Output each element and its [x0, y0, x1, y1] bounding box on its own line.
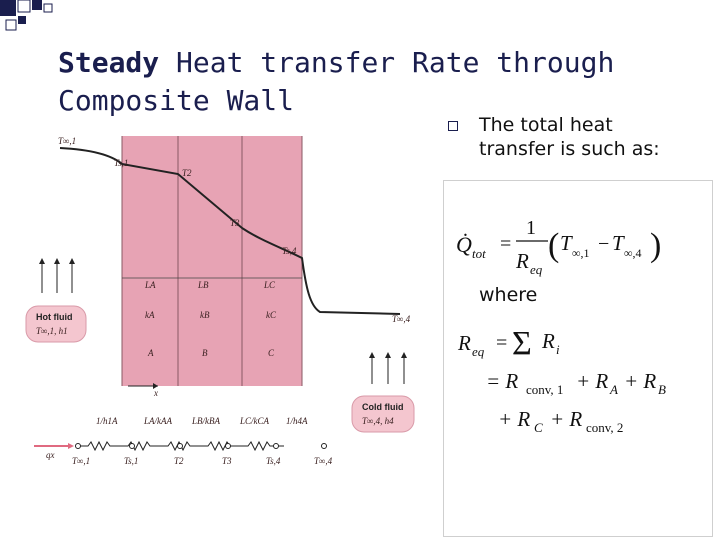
label-tinf4: T∞,4 — [392, 314, 411, 324]
eq2-req-sub: eq — [472, 344, 485, 359]
layer-b: B — [202, 348, 208, 358]
node-ts1: Ts,1 — [124, 456, 138, 466]
length-lc: LC — [263, 280, 276, 290]
eq2-rconv2: + R — [550, 407, 582, 431]
bullet-line1: The total heat — [479, 114, 613, 136]
cond-ka: kA — [145, 310, 155, 320]
where-label: where — [479, 284, 538, 306]
eq2-ri: R — [541, 329, 555, 353]
layer-a: A — [147, 348, 154, 358]
hot-fluid-sub: T∞,1, h1 — [36, 326, 68, 336]
label-ts1: Ts,1 — [114, 158, 128, 168]
length-lb: LB — [197, 280, 209, 290]
eq2-rc: + R — [498, 407, 530, 431]
res-4: LC/kCA — [239, 416, 270, 426]
eq2-rb: + R — [624, 369, 656, 393]
cond-kc: kC — [266, 310, 277, 320]
x-axis-label: x — [153, 388, 158, 398]
eq-t1: T — [560, 231, 573, 255]
label-t2: T2 — [182, 168, 192, 178]
eq-t4-sub: ∞,4 — [624, 246, 642, 260]
node-t3: T3 — [222, 456, 232, 466]
length-la: LA — [144, 280, 156, 290]
eq2-rconv1-sub: conv, 1 — [526, 382, 563, 397]
eq-q-sub: tot — [472, 246, 486, 261]
bullet-text: The total heat transfer is such as: — [479, 113, 660, 161]
corner-squares-icon — [0, 0, 53, 31]
title-bold-word: Steady — [58, 46, 160, 79]
label-tinf1: T∞,1 — [58, 136, 76, 146]
cond-kb: kB — [200, 310, 210, 320]
eq-one: 1 — [526, 217, 536, 239]
eq-t4: T — [612, 231, 625, 255]
node-tinf1: T∞,1 — [72, 456, 90, 466]
equation-frame — [443, 180, 713, 537]
hot-fluid-label: Hot fluid — [36, 312, 73, 322]
eq2-rb-sub: B — [658, 382, 666, 397]
wall-region — [122, 136, 302, 386]
eq-r-sub: eq — [530, 262, 543, 277]
composite-wall-figure: T∞,1 Ts,1 T2 T3 Ts,4 T∞,4 LA LB LC kA kB… — [20, 128, 420, 473]
res-1: 1/h1A — [96, 416, 118, 426]
square-bullet-icon — [448, 121, 458, 131]
eq2-sum: Σ — [512, 325, 532, 362]
eq2-rconv2-sub: conv, 2 — [586, 420, 623, 435]
eq2-rc-sub: C — [534, 420, 543, 435]
slide-title: Steady Heat transfer Rate through Compos… — [58, 44, 614, 120]
title-line2: Composite Wall — [58, 84, 295, 117]
eq-paren-open: ( — [548, 227, 559, 264]
total-heat-equation: Q̇ tot = 1 R eq ( T ∞,1 − T ∞,4 ) — [456, 217, 661, 277]
eq2-rconv1: = R — [486, 369, 518, 393]
cold-fluid-sub: T∞,4, h4 — [362, 416, 394, 426]
temperature-profile — [59, 147, 401, 315]
res-5: 1/h4A — [286, 416, 308, 426]
node-tinf4: T∞,4 — [314, 456, 333, 466]
node-t2: T2 — [174, 456, 184, 466]
eq2-ri-sub: i — [556, 342, 560, 357]
bullet-line2: transfer is such as: — [479, 138, 660, 160]
hot-fluid-box — [25, 305, 87, 343]
equivalent-resistance-equation: R eq = Σ R i = R conv, 1 + R A + R B + R… — [457, 325, 666, 435]
node-ts4: Ts,4 — [266, 456, 281, 466]
eq-r: R — [515, 249, 529, 273]
eq-t1-sub: ∞,1 — [572, 246, 590, 260]
layer-c: C — [268, 348, 275, 358]
label-t3: T3 — [230, 218, 240, 228]
eq-minus: − — [598, 233, 609, 255]
cold-fluid-box — [351, 395, 415, 433]
heat-flow-label: qx — [46, 450, 55, 460]
eq2-ra-sub: A — [609, 382, 618, 397]
res-3: LB/kBA — [191, 416, 220, 426]
label-ts4: Ts,4 — [282, 246, 297, 256]
eq2-req: R — [457, 331, 471, 355]
res-2: LA/kAA — [143, 416, 172, 426]
resistance-circuit — [78, 440, 284, 452]
cold-fluid-label: Cold fluid — [362, 402, 404, 412]
eq-paren-close: ) — [650, 227, 661, 264]
eq-equals: = — [500, 233, 511, 255]
eq2-equals: = — [496, 332, 507, 354]
eq2-ra: + R — [576, 369, 608, 393]
title-line1-rest: Heat transfer Rate through — [159, 46, 615, 79]
eq-q-lhs: Q̇ — [456, 232, 472, 257]
